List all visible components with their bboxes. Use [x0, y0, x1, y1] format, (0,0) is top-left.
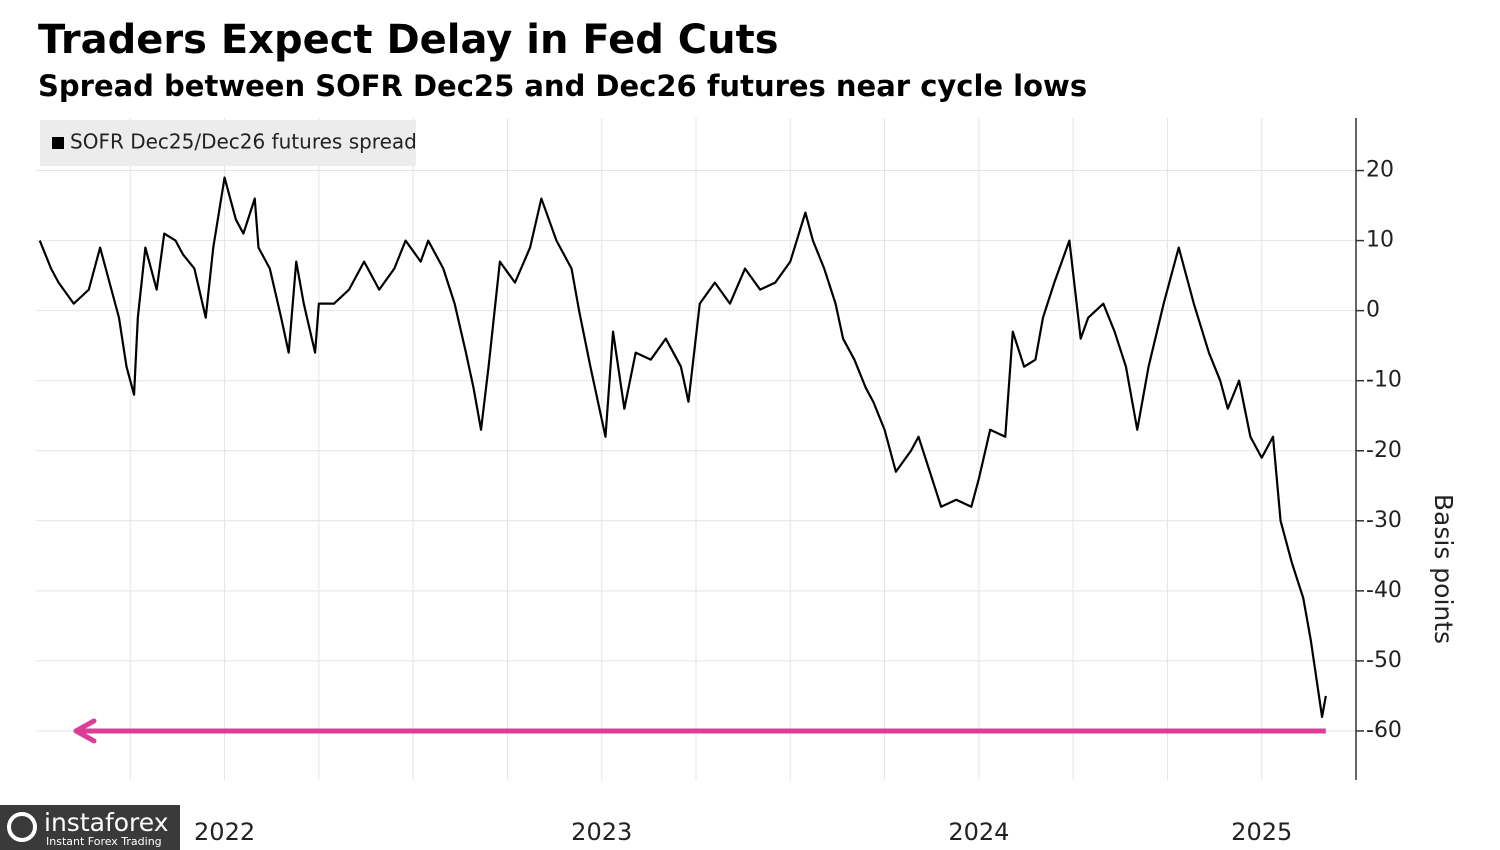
watermark: instaforex Instant Forex Trading: [0, 805, 180, 850]
legend-bg: [40, 120, 416, 166]
x-tick-label: 2023: [571, 818, 632, 846]
chart-subtitle: Spread between SOFR Dec25 and Dec26 futu…: [38, 69, 1087, 103]
y-tick-label: -50: [1366, 648, 1402, 673]
x-tick-label: 2025: [1231, 818, 1292, 846]
y-tick-label: 20: [1366, 158, 1394, 183]
x-tick-label: 2022: [194, 818, 255, 846]
y-tick-label: 0: [1366, 298, 1380, 323]
legend-swatch: [52, 137, 64, 149]
watermark-brand: instaforex: [44, 808, 169, 837]
watermark-bg: [0, 805, 180, 850]
legend-label: SOFR Dec25/Dec26 futures spread: [70, 130, 417, 154]
arrow-head: [73, 718, 97, 744]
legend: SOFR Dec25/Dec26 futures spread: [40, 120, 417, 166]
y-tick-label: 10: [1366, 228, 1394, 253]
y-tick-label: -20: [1366, 438, 1402, 463]
y-tick-label: -60: [1366, 718, 1402, 743]
watermark-icon: [7, 812, 37, 842]
y-tick-label: -30: [1366, 508, 1402, 533]
x-tick-label: 2024: [948, 818, 1009, 846]
chart-title: Traders Expect Delay in Fed Cuts: [38, 17, 779, 63]
watermark-tagline: Instant Forex Trading: [46, 835, 162, 848]
y-axis-label: Basis points: [1429, 494, 1458, 644]
series-line: [38, 176, 1327, 719]
y-tick-label: -40: [1366, 578, 1402, 603]
y-tick-label: -10: [1366, 368, 1402, 393]
